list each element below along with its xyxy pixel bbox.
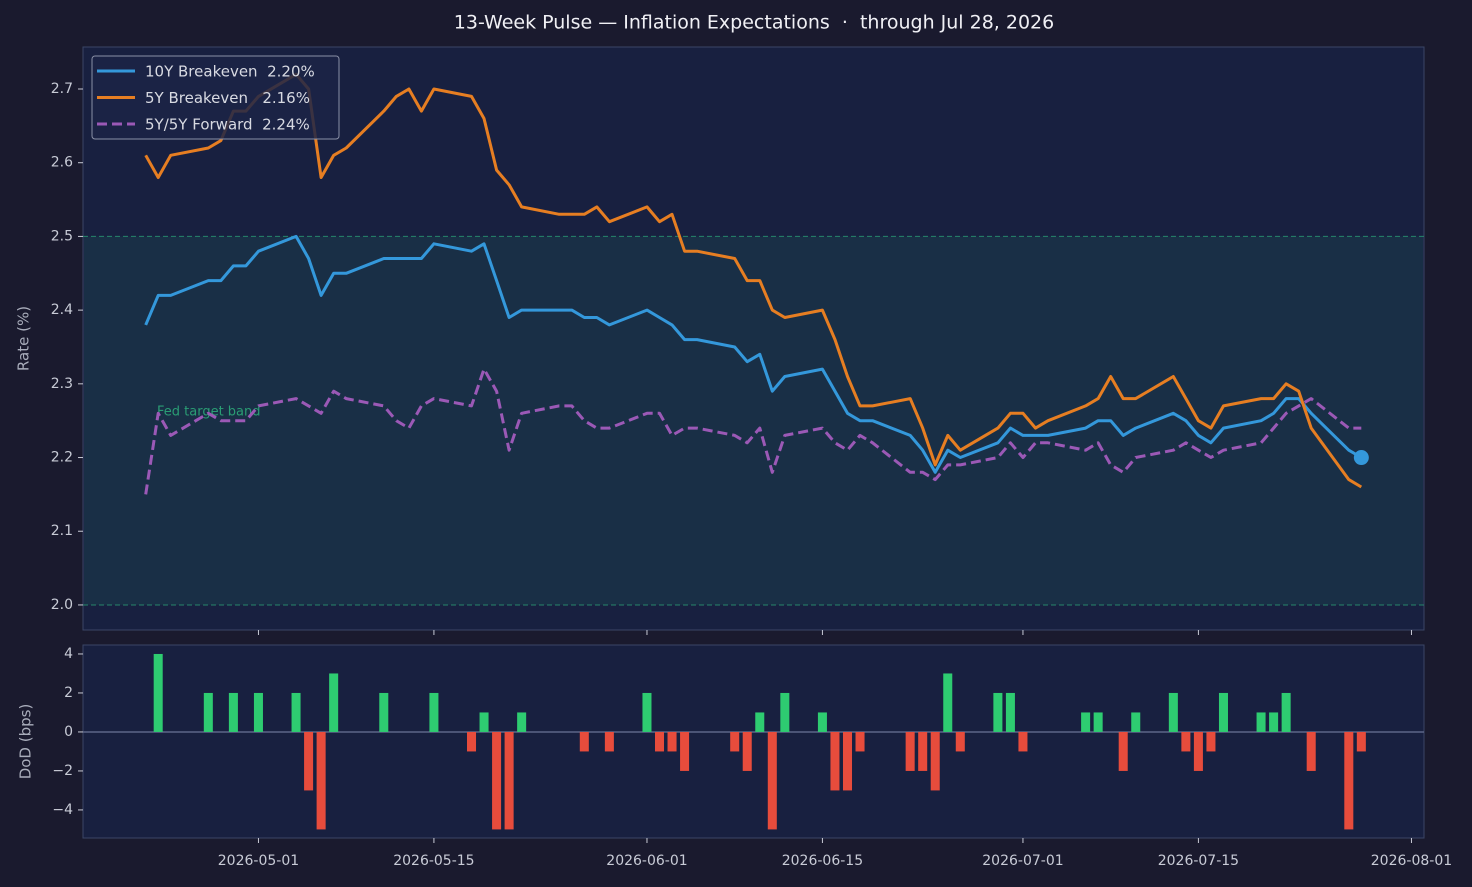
y-tick-label: 2.1 [51,523,73,539]
dod-bar [316,731,326,830]
chart-title: 13-Week Pulse — Inflation Expectations ·… [454,12,1054,34]
last-point [1353,450,1369,466]
legend-label: 5Y Breakeven 2.16% [145,89,310,107]
dod-bar [1356,731,1366,752]
plot-area [82,644,1425,839]
y-axis-label: DoD (bps) [17,704,35,780]
dod-bar [429,692,439,732]
x-tick-label: 2026-05-15 [393,853,474,869]
dod-bar [203,692,213,732]
dod-bar [842,731,853,791]
x-tick-label: 2026-07-01 [982,853,1063,869]
dod-bar [780,692,790,732]
dod-bar [253,692,263,732]
legend-label: 10Y Breakeven 2.20% [145,63,315,81]
dod-bar [1256,712,1266,732]
dod-bar [1218,692,1228,732]
dod-bar [1005,692,1015,732]
dod-bar [291,692,301,732]
series-line [144,72,1363,489]
dod-bar [1193,731,1203,771]
dod-bar [228,692,238,732]
dod-bar [1093,712,1103,732]
y-tick-label: 2.6 [51,155,73,171]
dod-bar [742,731,752,771]
dod-bar [329,673,339,732]
y-tick-label: 2.2 [51,450,73,466]
dod-bar [855,731,865,752]
dod-bar [905,731,915,771]
x-tick-label: 2026-05-01 [218,853,299,869]
x-tick-label: 2026-08-01 [1371,853,1452,869]
dod-bar [667,731,677,752]
dod-bar [654,731,665,752]
dod-bar [492,731,502,830]
dod-bar [817,712,827,732]
dod-bar [755,712,765,732]
dod-bar [930,731,940,791]
dod-bar [1281,692,1291,732]
dod-bar [1018,731,1028,752]
dod-bar [1206,731,1216,752]
dod-bar [1181,731,1191,752]
dod-bar [1118,731,1128,771]
dod-bar [918,731,928,771]
dod-bar [993,692,1003,732]
series-line [144,234,1363,474]
dod-bar [579,731,589,752]
dod-bar [730,731,740,752]
dod-bar [642,692,652,732]
x-tick-label: 2026-06-01 [606,853,687,869]
dod-bar [767,731,777,830]
y-tick-label: 2 [64,685,73,701]
series-line [144,367,1362,495]
y-tick-label: 2.7 [51,81,73,97]
y-tick-label: 2.4 [51,302,73,318]
dod-bar [1344,731,1354,830]
target-band [84,236,1423,605]
dod-bar [467,731,477,752]
dod-bar [517,712,527,732]
dod-bar [379,692,389,732]
y-tick-label: −4 [52,802,73,818]
dod-bar [604,731,614,752]
dod-bar [479,712,489,732]
dod-bar [504,731,514,830]
y-tick-label: 2.5 [51,228,73,244]
dod-bar [943,673,953,732]
dod-bar [955,731,965,752]
dod-bar [1306,731,1316,771]
y-tick-label: −2 [52,763,73,779]
x-tick-label: 2026-06-15 [782,853,863,869]
dod-bar [1269,712,1279,732]
dod-bar [1168,692,1178,732]
dod-bar [830,731,840,791]
y-tick-label: 2.3 [51,376,73,392]
x-tick-label: 2026-07-15 [1158,853,1239,869]
dod-bar [1131,712,1141,732]
dod-bar [304,731,314,791]
dod-bar [153,653,163,732]
y-tick-label: 0 [64,724,73,740]
legend-label: 5Y/5Y Forward 2.24% [145,116,310,134]
y-tick-label: 4 [64,646,73,662]
legend-box [91,55,340,140]
plot-area [82,46,1425,631]
dod-bar [680,731,690,771]
y-axis-label: Rate (%) [15,306,33,371]
dod-bar [1081,712,1091,732]
y-tick-label: 2.0 [51,597,73,613]
